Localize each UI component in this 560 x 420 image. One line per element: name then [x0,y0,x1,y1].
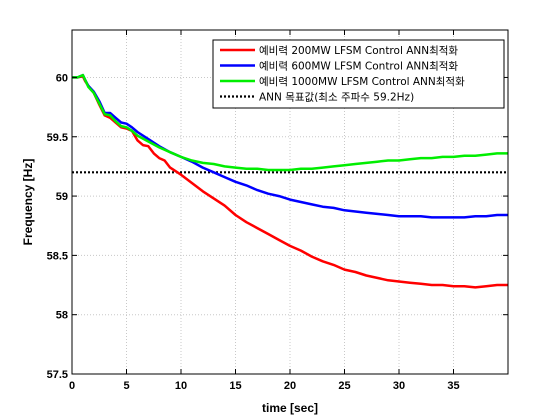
y-tick-label: 59 [56,191,68,203]
x-tick-label: 15 [229,380,241,392]
series-line-1 [72,75,508,289]
x-tick-label: 0 [69,380,75,392]
x-tick-label: 20 [284,380,296,392]
legend-label: 예비력 600MW LFSM Control ANN최적화 [259,60,458,73]
y-tick-label: 59.5 [47,132,68,144]
x-tick-label: 35 [447,380,459,392]
tick-marks [71,30,508,375]
legend-label: 예비력 200MW LFSM Control ANN최적화 [259,44,458,57]
y-tick-label: 57.5 [47,369,68,381]
legend-box [212,39,505,109]
series-line-2 [72,73,508,219]
x-tick-label: 25 [338,380,350,392]
legend-label: 예비력 1000MW LFSM Control ANN최적화 [259,75,465,88]
x-tick-label: 5 [123,380,129,392]
x-axis-title: time [sec] [262,401,318,415]
legend-label: ANN 목표값(최소 주파수 59.2Hz) [259,92,414,104]
x-tick-label: 30 [393,380,405,392]
y-tick-label: 60 [56,72,68,84]
y-tick-label: 58.5 [47,250,68,262]
series-line-3 [72,73,508,172]
y-axis-title: Frequency [Hz] [21,159,35,246]
tick-labels: 0 5 10 15 20 25 30 35 57.5 58 58.5 59 59.5 60 [47,72,460,392]
series-layer [72,73,508,289]
y-tick-label: 58 [56,310,68,322]
x-tick-label: 10 [175,380,187,392]
